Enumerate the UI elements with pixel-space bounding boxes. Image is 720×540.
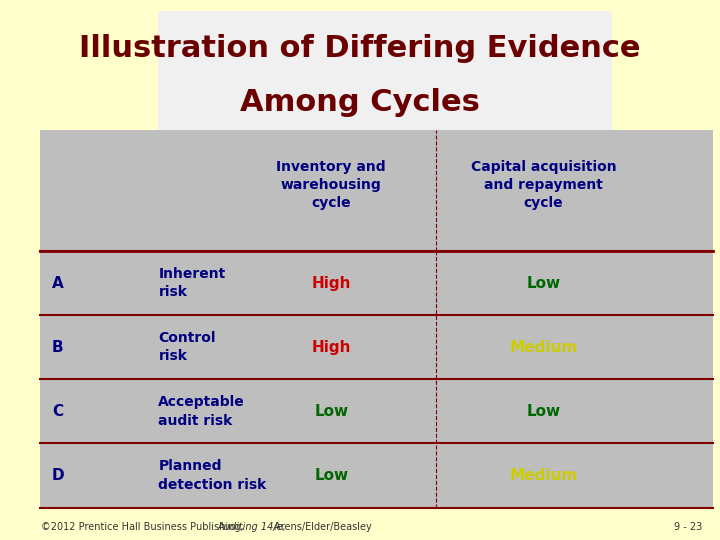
Text: Auditing 14/e,: Auditing 14/e, [217,522,286,531]
Text: Capital acquisition
and repayment
cycle: Capital acquisition and repayment cycle [471,159,616,211]
Text: Low: Low [526,275,561,291]
Text: A: A [52,275,63,291]
Text: High: High [312,275,351,291]
Text: High: High [312,340,351,355]
Text: Acceptable
audit risk: Acceptable audit risk [158,395,245,428]
Text: B: B [52,340,63,355]
Text: D: D [51,468,64,483]
Text: 9 - 23: 9 - 23 [674,522,702,531]
Text: Inventory and
warehousing
cycle: Inventory and warehousing cycle [276,159,386,211]
Text: Low: Low [526,404,561,419]
Text: Medium: Medium [510,468,577,483]
Text: Among Cycles: Among Cycles [240,88,480,117]
Text: Control
risk: Control risk [158,331,216,363]
Text: Illustration of Differing Evidence: Illustration of Differing Evidence [79,34,641,63]
Bar [40,130,713,508]
Text: Planned
detection risk: Planned detection risk [158,460,266,492]
Text: Low: Low [314,468,348,483]
Text: Arens/Elder/Beasley: Arens/Elder/Beasley [271,522,372,531]
Text: C: C [52,404,63,419]
Bar [158,11,612,130]
Text: ©2012 Prentice Hall Business Publishing,: ©2012 Prentice Hall Business Publishing, [41,522,247,531]
Text: Medium: Medium [510,340,577,355]
Text: Inherent
risk: Inherent risk [158,267,225,299]
Text: Low: Low [314,404,348,419]
